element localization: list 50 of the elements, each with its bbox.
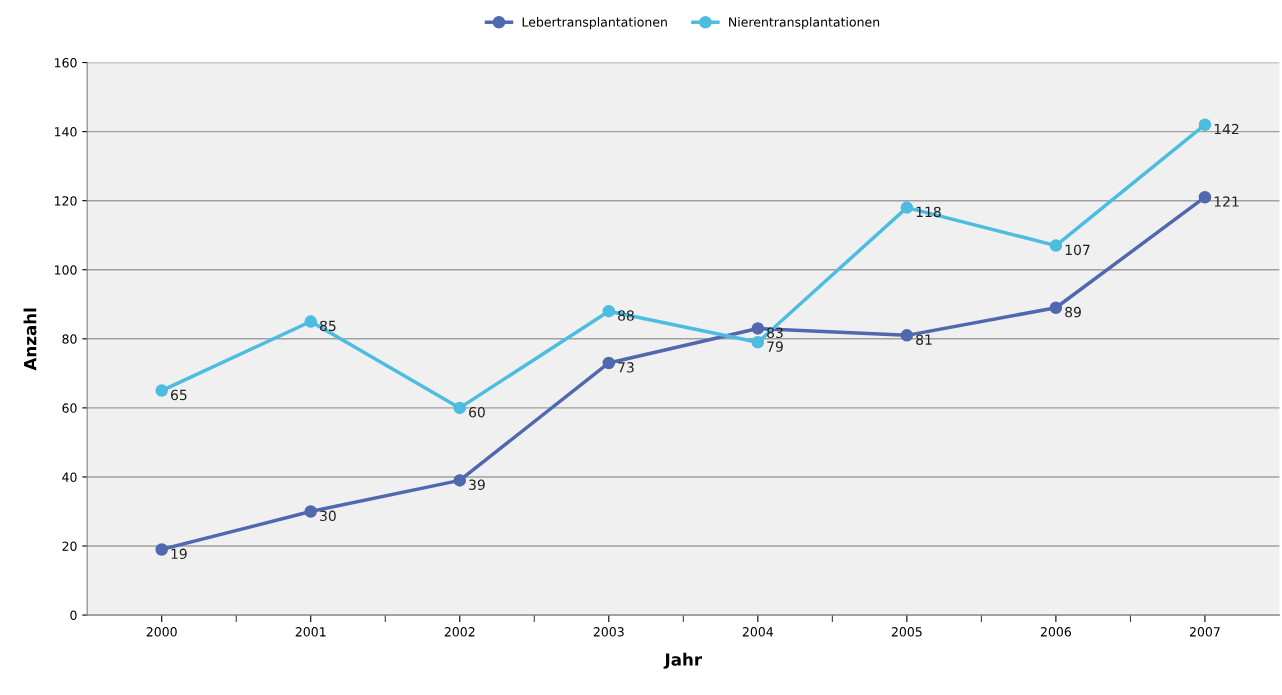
point (304, 315, 317, 328)
data-label: 19 (171, 548, 187, 560)
y-tick-label: 60 (62, 403, 77, 413)
x-tick-label: 2001 (295, 627, 326, 637)
point (155, 543, 168, 556)
x-axis-title: Jahr (663, 652, 703, 669)
data-label: 89 (1065, 306, 1081, 318)
point (453, 474, 467, 487)
point (155, 384, 168, 397)
data-label: 60 (469, 406, 485, 418)
data-label: 79 (767, 341, 783, 352)
data-label: 142 (1214, 123, 1239, 135)
y-tick-label: 40 (62, 472, 77, 482)
point (751, 336, 765, 349)
y-tick-label: 20 (62, 541, 77, 551)
legend-label: Nierentransplantationen (729, 17, 880, 30)
y-tick-label: 100 (54, 265, 77, 275)
point (304, 505, 317, 518)
point (602, 356, 616, 370)
point (453, 401, 467, 415)
x-tick-label: 2006 (1040, 627, 1072, 637)
y-tick-label: 80 (62, 334, 77, 344)
y-tick-label: 0 (70, 610, 77, 620)
x-tick-label: 2005 (891, 627, 922, 637)
legend-label: Lebertransplantationen (522, 17, 667, 30)
y-tick-label: 140 (54, 127, 77, 137)
x-tick-label: 2002 (444, 627, 475, 637)
data-label: 81 (916, 334, 932, 345)
point (900, 329, 914, 342)
point (1198, 190, 1212, 204)
y-axis-title: Anzahl (23, 308, 37, 371)
data-label: 73 (618, 362, 634, 373)
data-label: 121 (1214, 196, 1239, 207)
y-tick-label: 160 (54, 58, 77, 68)
data-label: 39 (469, 479, 485, 490)
x-tick-label: 2003 (593, 627, 624, 637)
point (1049, 239, 1063, 252)
x-tick-label: 2004 (742, 627, 774, 637)
y-tick-label: 120 (54, 196, 77, 206)
data-label: 65 (171, 389, 187, 401)
x-tick-label: 2007 (1189, 627, 1220, 637)
point (602, 304, 616, 318)
data-label: 85 (320, 320, 336, 332)
data-label: 30 (320, 510, 336, 522)
x-tick-label: 2000 (146, 627, 177, 637)
data-label: 107 (1065, 244, 1090, 256)
point (751, 322, 765, 335)
point (900, 201, 914, 214)
point (1049, 301, 1063, 314)
point (1198, 118, 1212, 131)
